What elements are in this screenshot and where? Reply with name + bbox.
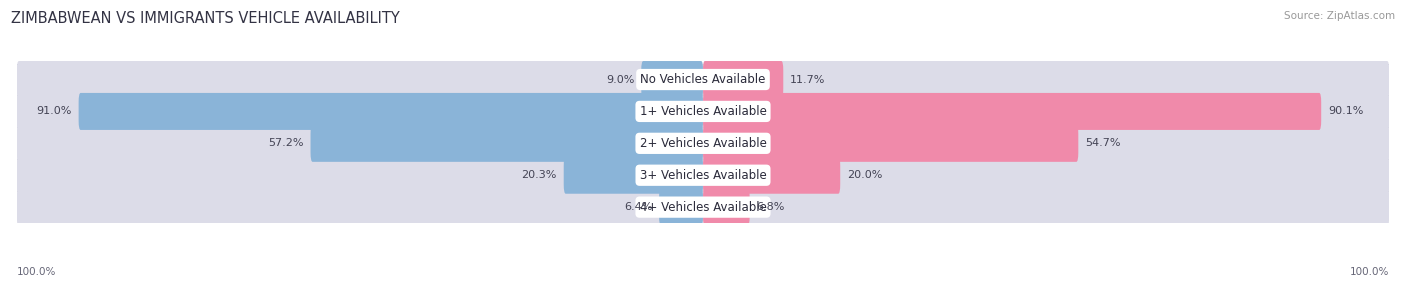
Text: 11.7%: 11.7% <box>790 75 825 85</box>
FancyBboxPatch shape <box>311 125 703 162</box>
FancyBboxPatch shape <box>17 125 703 162</box>
Bar <box>17 96 1389 127</box>
Text: 6.4%: 6.4% <box>624 202 652 212</box>
Text: ZIMBABWEAN VS IMMIGRANTS VEHICLE AVAILABILITY: ZIMBABWEAN VS IMMIGRANTS VEHICLE AVAILAB… <box>11 11 399 26</box>
FancyBboxPatch shape <box>703 61 783 98</box>
FancyBboxPatch shape <box>564 157 703 194</box>
FancyBboxPatch shape <box>703 189 1389 226</box>
FancyBboxPatch shape <box>703 157 841 194</box>
FancyBboxPatch shape <box>17 157 703 194</box>
Text: 90.1%: 90.1% <box>1329 106 1364 116</box>
Text: No Vehicles Available: No Vehicles Available <box>640 73 766 86</box>
FancyBboxPatch shape <box>703 93 1322 130</box>
Text: 57.2%: 57.2% <box>269 138 304 148</box>
Text: 100.0%: 100.0% <box>17 267 56 277</box>
FancyBboxPatch shape <box>659 189 703 226</box>
Text: 54.7%: 54.7% <box>1085 138 1121 148</box>
Text: Source: ZipAtlas.com: Source: ZipAtlas.com <box>1284 11 1395 21</box>
Text: 3+ Vehicles Available: 3+ Vehicles Available <box>640 169 766 182</box>
FancyBboxPatch shape <box>17 189 703 226</box>
FancyBboxPatch shape <box>703 189 749 226</box>
FancyBboxPatch shape <box>79 93 703 130</box>
FancyBboxPatch shape <box>641 61 703 98</box>
FancyBboxPatch shape <box>703 125 1389 162</box>
Bar <box>17 191 1389 223</box>
Text: 6.8%: 6.8% <box>756 202 785 212</box>
Text: 20.0%: 20.0% <box>846 170 883 180</box>
Text: 2+ Vehicles Available: 2+ Vehicles Available <box>640 137 766 150</box>
Text: 1+ Vehicles Available: 1+ Vehicles Available <box>640 105 766 118</box>
Text: 4+ Vehicles Available: 4+ Vehicles Available <box>640 201 766 214</box>
Bar <box>17 63 1389 96</box>
FancyBboxPatch shape <box>703 125 1078 162</box>
Legend: Zimbabwean, Immigrants: Zimbabwean, Immigrants <box>607 285 799 286</box>
Bar <box>17 127 1389 159</box>
Text: 91.0%: 91.0% <box>37 106 72 116</box>
FancyBboxPatch shape <box>17 61 703 98</box>
Text: 9.0%: 9.0% <box>606 75 634 85</box>
FancyBboxPatch shape <box>703 93 1389 130</box>
Text: 20.3%: 20.3% <box>522 170 557 180</box>
Bar <box>17 159 1389 191</box>
FancyBboxPatch shape <box>703 157 1389 194</box>
Text: 100.0%: 100.0% <box>1350 267 1389 277</box>
FancyBboxPatch shape <box>17 93 703 130</box>
FancyBboxPatch shape <box>703 61 1389 98</box>
